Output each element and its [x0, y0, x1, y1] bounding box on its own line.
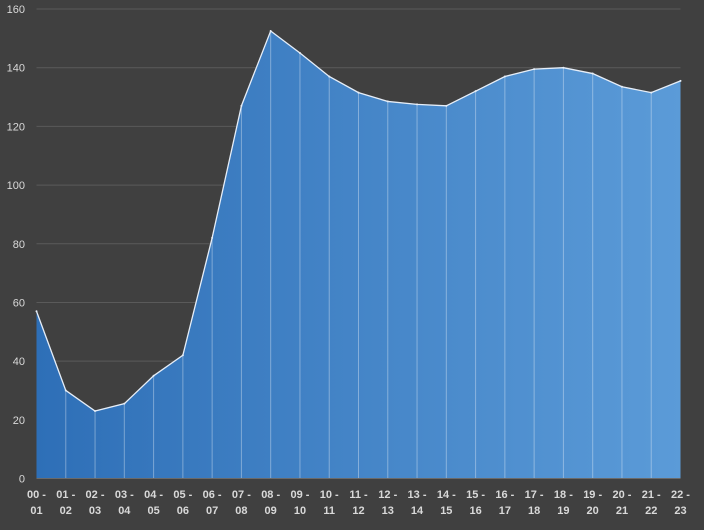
y-tick-label: 100 [7, 180, 25, 192]
x-tick-label: 08 -09 [261, 489, 280, 517]
x-tick-label: 07 -08 [232, 489, 251, 517]
y-tick-label: 0 [19, 474, 25, 486]
data-point [445, 104, 448, 107]
data-point [562, 66, 565, 69]
y-axis: 0 20 40 60 80 100 120 140 160 [7, 4, 25, 486]
data-point [64, 389, 67, 392]
data-point [269, 30, 272, 33]
y-tick-label: 80 [13, 239, 25, 251]
data-point [503, 75, 506, 78]
data-point [328, 75, 331, 78]
x-tick-label: 00 -01 [27, 489, 46, 517]
data-point [152, 374, 155, 377]
x-tick-label: 15 -16 [466, 489, 485, 517]
x-tick-label: 09 -10 [290, 489, 309, 517]
data-point [416, 103, 419, 106]
data-point [620, 85, 623, 88]
x-tick-label: 06 -07 [203, 489, 222, 517]
data-point [386, 100, 389, 103]
data-point [94, 410, 97, 413]
x-tick-label: 03 -04 [115, 489, 134, 517]
x-tick-label: 04 -05 [144, 489, 163, 517]
x-tick-label: 18 -19 [554, 489, 573, 517]
y-tick-label: 20 [13, 415, 25, 427]
x-tick-label: 05 -06 [173, 489, 192, 517]
data-point [650, 91, 653, 94]
x-tick-label: 14 -15 [437, 489, 456, 517]
data-point [240, 104, 243, 107]
x-tick-label: 10 -11 [320, 489, 339, 517]
x-tick-label: 19 -20 [583, 489, 602, 517]
data-point [123, 402, 126, 405]
data-point [679, 79, 682, 82]
x-tick-label: 16 -17 [495, 489, 514, 517]
x-tick-label: 20 -21 [612, 489, 631, 517]
x-axis: 00 -01 01 -02 02 -03 03 -04 04 -05 05 -06 06 -… [27, 478, 690, 517]
x-tick-label: 02 -03 [86, 489, 105, 517]
x-tick-label: 12 -13 [378, 489, 397, 517]
y-tick-label: 60 [13, 297, 25, 309]
data-point [298, 52, 301, 55]
x-tick-label: 22 -23 [671, 489, 690, 517]
x-tick-label: 13 -14 [408, 489, 427, 517]
x-tick-label: 21 -22 [642, 489, 661, 517]
data-point [474, 90, 477, 93]
area-fill [36, 31, 681, 479]
data-point [357, 91, 360, 94]
x-tick-label: 11 -12 [349, 489, 368, 517]
y-tick-label: 40 [13, 356, 25, 368]
data-point [35, 310, 38, 313]
data-point [591, 72, 594, 75]
data-series [35, 29, 682, 479]
data-point [533, 68, 536, 71]
x-tick-label: 17 -18 [525, 489, 544, 517]
y-tick-label: 160 [7, 4, 25, 16]
y-tick-label: 140 [7, 63, 25, 75]
data-point [181, 354, 184, 357]
data-point [211, 236, 214, 239]
y-tick-label: 120 [7, 121, 25, 133]
x-tick-label: 01 -02 [56, 489, 75, 517]
